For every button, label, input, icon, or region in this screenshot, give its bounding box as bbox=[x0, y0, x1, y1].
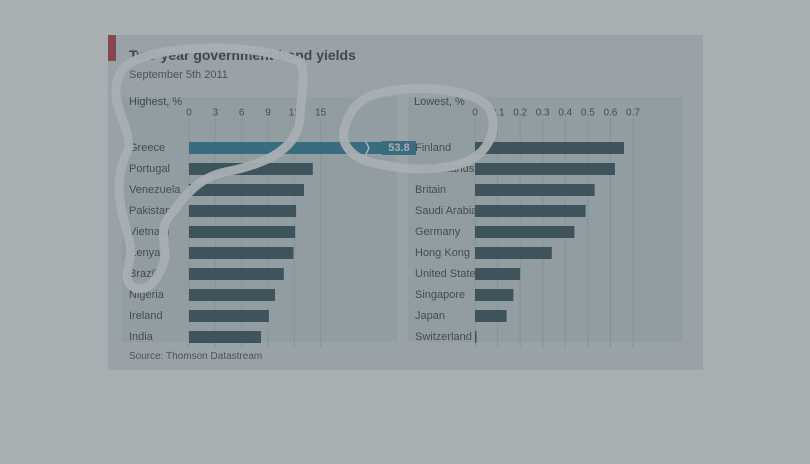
highest-bar bbox=[189, 142, 382, 154]
lowest-category-label: United States bbox=[415, 268, 482, 280]
highest-bar bbox=[189, 331, 261, 343]
highest-bar bbox=[189, 268, 284, 280]
lowest-tick-label: 0.2 bbox=[513, 108, 527, 119]
lowest-category-label: Saudi Arabia bbox=[415, 205, 478, 217]
lowest-category-label: Hong Kong bbox=[415, 247, 470, 259]
lowest-category-label: Germany bbox=[415, 226, 461, 238]
lowest-yields-chart: 0 0.1 0.2 0.3 0.4 0.5 0.6 0.7 Finland Netherlands… bbox=[415, 108, 640, 347]
highest-category-label: Kenya bbox=[129, 247, 161, 259]
chart-title: Two-year government-bond yields bbox=[129, 47, 356, 63]
highest-bar bbox=[189, 226, 296, 238]
highest-bar bbox=[189, 247, 294, 259]
highest-category-label: Ireland bbox=[129, 310, 163, 322]
highest-category-label: Nigeria bbox=[129, 289, 165, 301]
highest-bar bbox=[189, 310, 269, 322]
lowest-category-label: Finland bbox=[415, 142, 451, 154]
highest-tick-label: 0 bbox=[186, 108, 192, 119]
lowest-bar bbox=[475, 268, 521, 280]
highest-tick-label: 3 bbox=[213, 108, 219, 119]
lowest-bar bbox=[475, 184, 595, 196]
highest-category-label: Venezuela bbox=[129, 184, 181, 196]
highest-bar bbox=[189, 163, 313, 175]
lowest-tick-label: 0.5 bbox=[581, 108, 595, 119]
highest-tick-label: 9 bbox=[265, 108, 271, 119]
lowest-category-label: Japan bbox=[415, 310, 445, 322]
lowest-bar bbox=[475, 163, 615, 175]
lowest-bar bbox=[475, 247, 552, 259]
highest-category-label: Brazil bbox=[129, 268, 157, 280]
highest-bar bbox=[189, 205, 297, 217]
highest-category-label: Greece bbox=[129, 142, 165, 154]
lowest-tick-label: 0.7 bbox=[626, 108, 640, 119]
left-panel-title: Highest, % bbox=[129, 96, 183, 108]
right-panel-title: Lowest, % bbox=[414, 96, 465, 108]
lowest-tick-label: 0 bbox=[472, 108, 478, 119]
highest-category-label: India bbox=[129, 331, 154, 343]
lowest-category-label: Singapore bbox=[415, 289, 465, 301]
lowest-tick-label: 0.3 bbox=[536, 108, 550, 119]
lowest-bar bbox=[475, 205, 586, 217]
lowest-bar bbox=[475, 331, 477, 343]
highest-tick-label: 15 bbox=[315, 108, 327, 119]
lowest-category-label: Switzerland bbox=[415, 331, 472, 343]
source-note: Source: Thomson Datastream bbox=[129, 351, 263, 362]
highest-tick-label: 6 bbox=[239, 108, 245, 119]
lowest-bar bbox=[475, 142, 624, 154]
lowest-category-label: Britain bbox=[415, 184, 446, 196]
lowest-tick-label: 0.6 bbox=[603, 108, 617, 119]
lowest-bar bbox=[475, 289, 514, 301]
highest-tick-label: 12 bbox=[289, 108, 301, 119]
highest-yields-chart: 0 3 6 9 12 15 Greece Portugal Venezuela Pakistan V… bbox=[129, 108, 416, 347]
lowest-category-label: Netherlands bbox=[415, 163, 475, 175]
lowest-bar bbox=[475, 226, 575, 238]
highest-category-label: Pakistan bbox=[129, 205, 171, 217]
highest-category-label: Vietnam bbox=[129, 226, 169, 238]
lowest-tick-label: 0.1 bbox=[491, 108, 505, 119]
highest-bar bbox=[189, 184, 304, 196]
chart-figure: Two-year government-bond yields Septembe… bbox=[108, 35, 703, 370]
lowest-tick-label: 0.4 bbox=[558, 108, 572, 119]
brand-strip bbox=[108, 35, 116, 61]
highest-category-label: Portugal bbox=[129, 163, 170, 175]
chart-subtitle: September 5th 2011 bbox=[129, 69, 228, 81]
lowest-bar bbox=[475, 310, 507, 322]
highest-bar bbox=[189, 289, 276, 301]
